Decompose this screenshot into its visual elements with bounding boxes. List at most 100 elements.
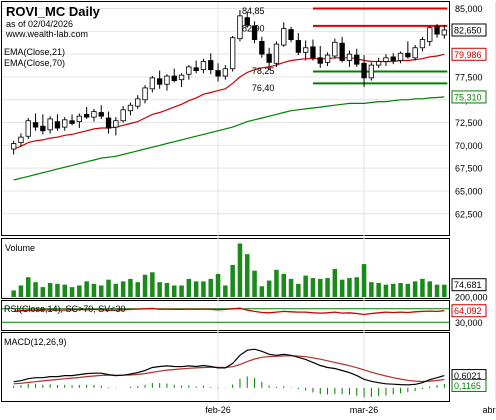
up-candle [76, 115, 83, 123]
volume-bars [11, 243, 447, 297]
up-candle [229, 37, 236, 70]
x-tick-label: feb-26 [205, 405, 231, 415]
volume-bar [201, 281, 206, 297]
macd-series [13, 348, 445, 398]
volume-bar [390, 283, 396, 297]
volume-bar [296, 283, 301, 297]
up-candle [375, 61, 382, 66]
volume-bar [354, 277, 360, 297]
volume-bar [412, 281, 418, 297]
price-tick-label: 70,000 [455, 141, 483, 151]
price-tick-label: 65,000 [455, 186, 483, 196]
price-tick-label: 85,000 [455, 4, 483, 14]
legend-ema21: EMA(Close,21) [4, 47, 65, 57]
down-candle [244, 17, 250, 26]
volume-bar [332, 269, 338, 297]
down-candle [40, 125, 46, 132]
x-tick-labels: feb-26 mar-26 abr-26 [205, 405, 496, 415]
volume-bar [179, 285, 184, 297]
volume-bar [427, 281, 433, 297]
down-candle [266, 53, 272, 63]
last-signal-label-box [451, 378, 487, 392]
volume-bar [339, 279, 345, 297]
volume-bar [303, 275, 308, 297]
volume-bar [252, 270, 257, 297]
price-annotation: 82,90 [242, 24, 265, 34]
volume-bar [237, 243, 243, 297]
volume-bar [18, 285, 24, 297]
volume-bar [113, 283, 119, 297]
down-candle [354, 54, 360, 65]
volume-bar [157, 282, 162, 297]
up-candle [332, 41, 338, 57]
rsi-tick-label: 30,000 [455, 318, 483, 328]
down-candle [171, 75, 177, 82]
down-candle [208, 60, 214, 71]
last-rsi-label: 64,092 [454, 306, 482, 316]
up-candle [127, 104, 134, 112]
up-candle [186, 66, 192, 75]
volume-bar [55, 283, 60, 297]
down-candle [317, 57, 323, 64]
last-rsi-label-box [451, 304, 487, 318]
macd-signal-line [13, 355, 445, 385]
up-candle [10, 143, 17, 150]
volume-bar [223, 285, 228, 297]
volume-bar [266, 280, 272, 297]
price-tick-label: 72,500 [455, 118, 483, 128]
down-candle [215, 70, 221, 77]
last-ema21-label-box [451, 47, 487, 61]
volume-bar [186, 278, 192, 297]
up-candle [427, 27, 433, 42]
volume-bar [128, 278, 133, 297]
volume-bar [310, 278, 316, 297]
ema-lines [13, 53, 445, 181]
up-candle [281, 28, 287, 46]
up-candle [149, 77, 156, 90]
volume-bar [171, 285, 177, 297]
support-resistance-lines [312, 7, 448, 85]
volume-bar [106, 279, 111, 297]
volume-bar [347, 278, 352, 297]
volume-tick-label: 200,000 [455, 292, 488, 302]
volume-bar [376, 283, 381, 297]
volume-bar [325, 278, 330, 297]
down-candle [295, 40, 302, 53]
down-candle [32, 122, 39, 128]
chart-title: ROVI_MC Daily [6, 4, 101, 19]
down-candle [390, 56, 396, 61]
volume-bar [383, 284, 389, 297]
volume-bar [164, 283, 170, 297]
up-candle [164, 75, 170, 85]
ema70-line [13, 96, 445, 181]
last-value-labels: 82,650 79,986 75,310 74,681 64,092 0,60210,11… [451, 23, 487, 392]
volume-title: Volume [5, 243, 35, 253]
volume-bar [215, 273, 221, 297]
volume-bar [420, 278, 425, 297]
up-candle [412, 47, 418, 59]
x-tick-label: abr-26 [482, 405, 496, 415]
last-ema70-label-box [451, 90, 487, 104]
volume-bar [25, 277, 31, 297]
up-candle [397, 52, 404, 61]
down-candle [361, 62, 367, 79]
volume-bar [208, 278, 214, 297]
volume-bar [369, 282, 374, 297]
macd-title: MACD(12,26,9) [4, 337, 67, 347]
volume-bar [120, 281, 126, 297]
last-ema21-label: 79,986 [454, 50, 482, 60]
up-candle [346, 53, 353, 61]
volume-bar [193, 281, 199, 297]
up-candle [368, 64, 375, 79]
up-candle [142, 87, 148, 101]
last-volume-label-box [451, 278, 487, 292]
price-tick-label: 77,500 [455, 72, 483, 82]
price-annotation: 78,25 [252, 66, 275, 76]
date-line: as of 02/04/2026 [6, 19, 73, 29]
up-candle [324, 54, 331, 63]
volume-bar [11, 290, 16, 297]
volume-bar [135, 282, 141, 297]
down-candle [98, 112, 104, 117]
